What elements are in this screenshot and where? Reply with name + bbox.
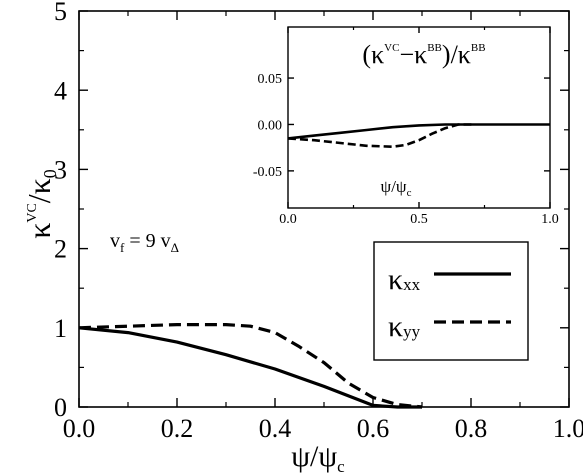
y-tick-label: 0.05 [258, 72, 283, 87]
y-tick-label: 1 [54, 314, 67, 343]
annotation-eq-sub: Δ [171, 240, 179, 255]
main-y-axis-label: κVC/κ0 [21, 169, 60, 239]
inset-frame [287, 26, 551, 209]
x-label-main: ψ/ψ [291, 440, 337, 473]
series-line-κxx [78, 326, 422, 409]
x-tick-label: 0.5 [410, 212, 428, 227]
y-label-sub: 0 [40, 169, 60, 178]
x-tick-label: 1.0 [553, 414, 583, 443]
x-tick-label: 0.6 [357, 414, 390, 443]
x-tick-label: 0.8 [455, 414, 488, 443]
y-tick-label: 0 [54, 393, 67, 422]
x-tick-label: 0.2 [161, 414, 194, 443]
velocity-annotation: vf = 9 vΔ [110, 230, 179, 255]
inset-title-c: )/κ [442, 40, 471, 69]
legend-frame [373, 241, 529, 361]
y-tick-label: 2 [54, 235, 67, 264]
y-tick-label: -0.05 [253, 165, 282, 180]
legend-kyy-main: κ [388, 310, 403, 343]
legend-label-kyy: κyy [388, 310, 421, 343]
main-series [78, 323, 423, 409]
x-label-sub: c [337, 457, 345, 475]
legend-kxx-sub: xx [403, 275, 421, 294]
legend-kxx-main: κ [388, 263, 403, 296]
annotation-eq: = 9 v [124, 230, 170, 252]
inset-title-sup3: BB [471, 42, 486, 54]
inset-x-label-sub: c [407, 187, 412, 199]
y-label-kappa: κ [21, 223, 57, 239]
series-line-κxx [287, 123, 550, 140]
x-tick-label: 1.0 [541, 212, 559, 227]
annotation-v: v [110, 230, 120, 252]
annotation-v-sub: f [120, 240, 125, 255]
x-tick-label: 0.0 [63, 414, 96, 443]
inset-series [287, 123, 550, 148]
inset-ticks: 0.0 0.5 1.0 0.05 0.00 -0.05 [253, 27, 559, 227]
inset-x-label-main: ψ/ψ [381, 177, 407, 196]
series-line-κyy [287, 123, 472, 148]
main-x-axis-label: ψ/ψc [291, 440, 345, 475]
inset-title-sup2: BB [427, 42, 442, 54]
legend-label-kxx: κxx [388, 263, 421, 296]
y-tick-label: 3 [54, 156, 67, 185]
y-label-sup: VC [25, 203, 40, 222]
series-line-κyy [78, 323, 423, 409]
y-tick-label: 0.00 [258, 118, 283, 133]
x-tick-label: 0.0 [279, 212, 297, 227]
y-tick-label: 4 [54, 76, 67, 105]
inset-title-sup1: VC [384, 42, 399, 54]
inset-x-axis-label: ψ/ψc [381, 177, 412, 199]
main-ticks: 0.0 0.2 0.4 0.6 0.8 1.0 0 1 2 3 4 5 [54, 0, 583, 443]
legend: κxx κyy [373, 241, 529, 361]
x-tick-label: 0.4 [259, 414, 292, 443]
y-label-tail: /κ [21, 178, 57, 203]
inset-title-a: (κ [362, 40, 384, 69]
inset-title-b: −κ [399, 40, 427, 69]
svg-text:κVC/κ0: κVC/κ0 [21, 169, 60, 239]
legend-kyy-sub: yy [403, 322, 421, 341]
y-tick-label: 5 [54, 0, 67, 26]
inset-title: (κVC−κBB)/κBB [362, 40, 485, 69]
